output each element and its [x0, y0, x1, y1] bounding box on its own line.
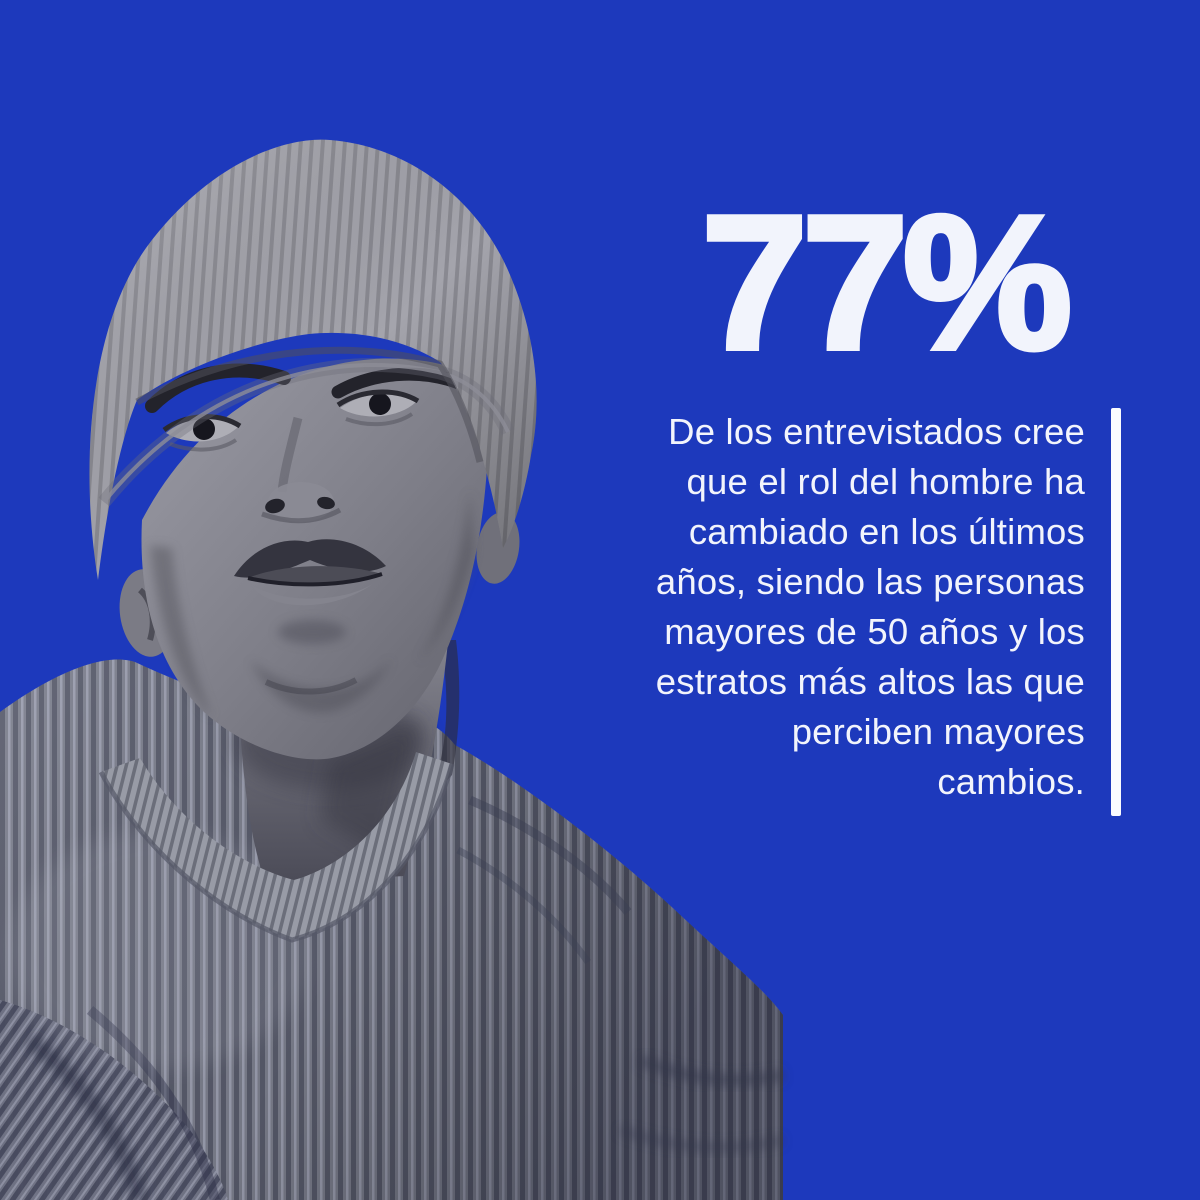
stat-value: 77% — [699, 177, 1075, 389]
stat-description-line: cambios. — [937, 761, 1085, 802]
sweater-collar — [98, 752, 455, 943]
man-portrait-photo — [0, 139, 785, 1200]
stat-description-line: estratos más altos las que — [655, 661, 1085, 702]
accent-bar — [1111, 408, 1121, 816]
stat-description-line: cambiado en los últimos — [688, 511, 1085, 552]
stat-description: De los entrevistados cree que el rol del… — [525, 407, 1085, 807]
stat-description-line: De los entrevistados cree — [668, 411, 1085, 452]
stat-description-line: que el rol del hombre ha — [686, 461, 1085, 502]
left-eye — [162, 414, 242, 452]
right-eye — [336, 389, 420, 427]
nose — [261, 416, 342, 524]
beanie-hat — [89, 139, 537, 580]
sweater — [0, 659, 785, 1200]
stat-description-line: perciben mayores — [791, 711, 1085, 752]
face — [141, 358, 489, 760]
stat-description-line: mayores de 50 años y los — [664, 611, 1085, 652]
stat-description-line: años, siendo las personas — [655, 561, 1085, 602]
mouth — [247, 566, 383, 644]
